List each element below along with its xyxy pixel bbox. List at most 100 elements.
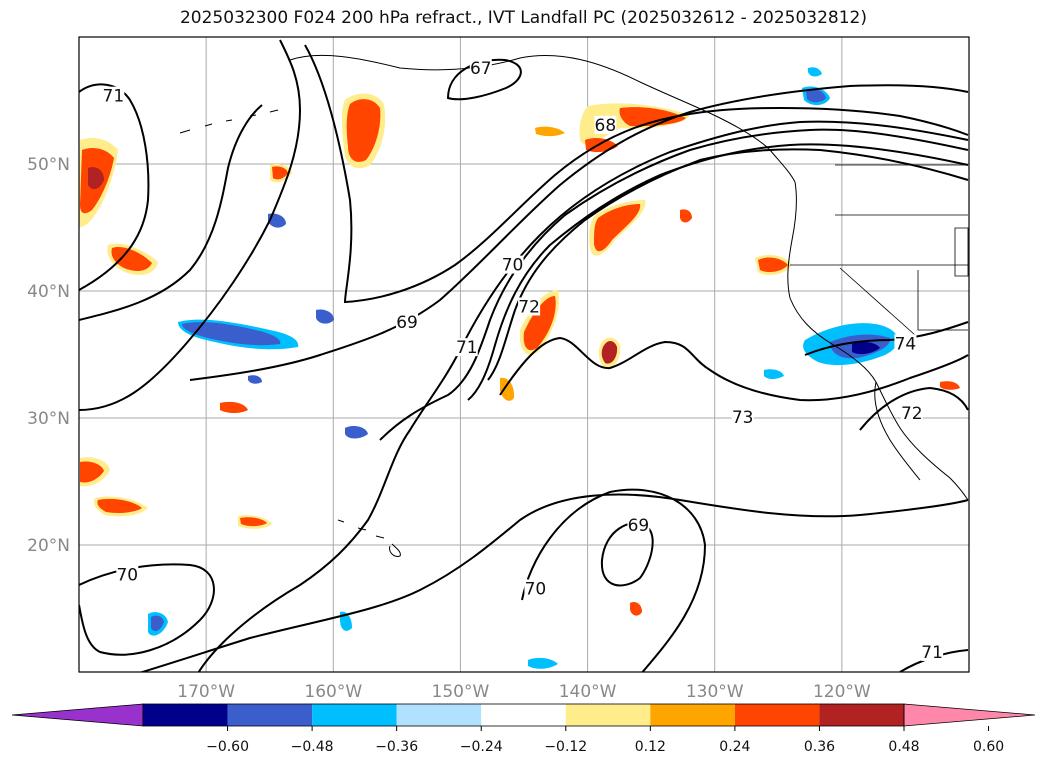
anomaly-blob [97, 498, 142, 513]
contour-label-background [921, 642, 944, 661]
contour-label-background [894, 334, 917, 353]
contour-label: 71 [103, 87, 125, 107]
longitude-label: 170°W [177, 682, 235, 702]
contour-line-68 [304, 44, 969, 304]
contour-label: 70 [502, 256, 524, 276]
anomaly-blob [316, 309, 334, 324]
contour-labels: 67 71 68 70 72 69 71 73 72 74 69 70 70 71 [102, 58, 944, 663]
anomaly-blob [630, 602, 642, 616]
latitude-label: 30°N [27, 409, 70, 429]
contour-label: 74 [895, 334, 917, 354]
contour-line-72 [467, 143, 969, 401]
anomaly-blob [852, 341, 880, 355]
contour-label: 67 [470, 59, 492, 79]
latitude-label: 50°N [27, 155, 70, 175]
anomaly-blob [500, 377, 515, 401]
colorbar-swatch [734, 704, 820, 726]
contour-line-71 [379, 128, 969, 441]
contour-label: 69 [396, 313, 418, 333]
colorbar: −0.60 −0.48 −0.36 −0.24 −0.12 0.12 0.24 0.36 0.4… [11, 703, 1036, 755]
colorbar-tick-label: −0.48 [291, 739, 334, 755]
colorbar-swatch [650, 704, 735, 726]
colorbar-tick-label: −0.60 [206, 739, 249, 755]
map-frame [78, 36, 970, 673]
anomaly-blob [758, 257, 788, 273]
coastlines [179, 54, 969, 557]
colorbar-swatch [819, 704, 904, 726]
colorbar-extend-low [11, 703, 144, 727]
longitude-label: 150°W [432, 682, 490, 702]
contour-label-background [396, 312, 419, 331]
colorbar-tick-label: 0.36 [804, 739, 835, 755]
contour-label-background [455, 338, 478, 357]
colorbar-swatch [565, 704, 651, 726]
contour-line-67 [446, 58, 522, 101]
contour-line-70-outer [79, 39, 302, 411]
contour-label-background [501, 255, 524, 274]
positive-anomaly-areas [79, 93, 960, 616]
coastline-alaska [289, 54, 796, 183]
contour-line-74 [804, 321, 969, 356]
colorbar-tick-label: 0.12 [635, 739, 666, 755]
anomaly-blob [80, 461, 104, 483]
anomaly-blob [220, 401, 248, 413]
coastline-baja [874, 381, 921, 481]
longitude-label: 130°W [686, 682, 744, 702]
state-border [790, 164, 969, 336]
contour-line-71-south [138, 493, 969, 672]
coastline-north-america [787, 181, 969, 501]
anomaly-blob [808, 67, 822, 77]
contour-label: 71 [456, 338, 478, 358]
contour-label-background [627, 515, 650, 534]
contour-line-72-east [859, 386, 969, 431]
latitude-label: 40°N [27, 282, 70, 302]
latitude-label: 20°N [27, 536, 70, 556]
colorbar-swatch [312, 704, 397, 726]
longitude-labels: 170°W 160°W 150°W 140°W 130°W 120°W [177, 682, 871, 702]
anomaly-blob [88, 167, 104, 190]
contour-label-background [594, 115, 617, 134]
anomaly-blob [240, 517, 267, 527]
contour-label: 73 [732, 408, 754, 428]
colorbar-swatch [143, 704, 228, 726]
anomaly-blob [619, 107, 686, 127]
anomaly-blob [680, 209, 692, 223]
contour-label-background [469, 58, 492, 77]
anomaly-blob [346, 99, 381, 162]
longitude-label: 140°W [559, 682, 617, 702]
colorbar-tick-label: 0.60 [973, 739, 1004, 755]
colorbar-extend-high [903, 703, 1036, 727]
anomaly-blob [764, 369, 784, 379]
contour-line-73-south [499, 336, 969, 402]
contour-label: 70 [116, 565, 138, 585]
map-panel: 67 71 68 70 72 69 71 73 72 74 69 70 70 71 [78, 36, 970, 673]
anomaly-blob [345, 426, 368, 439]
contour-line-70-south [521, 488, 707, 672]
longitude-label: 120°W [813, 682, 871, 702]
anomaly-blob [535, 126, 565, 137]
colorbar-frame [142, 703, 905, 727]
contour-label-background [900, 404, 923, 423]
contour-label-background [116, 565, 139, 584]
contour-line [79, 104, 263, 321]
contour-label-background [731, 408, 754, 426]
contour-label: 72 [518, 298, 540, 318]
anomaly-blob [601, 341, 618, 364]
anomaly-blob [111, 247, 152, 271]
colorbar-swatch [227, 704, 313, 726]
contour-label: 69 [628, 516, 650, 536]
latitude-labels: 50°N 40°N 30°N 20°N [27, 155, 70, 556]
negative-anomaly-areas [148, 67, 898, 669]
coastline-aleutian [179, 109, 279, 134]
longitude-label: 160°W [304, 682, 362, 702]
anomaly-blob [806, 88, 826, 103]
contour-line-71-nw [79, 83, 150, 291]
contour-label-background [518, 297, 541, 316]
anomaly-blob [248, 375, 262, 384]
contour-line-69 [189, 84, 969, 381]
contour-line-70-sw [79, 563, 215, 656]
contour-line-69-south [600, 522, 654, 587]
anomaly-blob [272, 166, 288, 180]
colorbar-tick-label: 0.48 [888, 739, 919, 755]
contour-label: 71 [921, 643, 943, 663]
